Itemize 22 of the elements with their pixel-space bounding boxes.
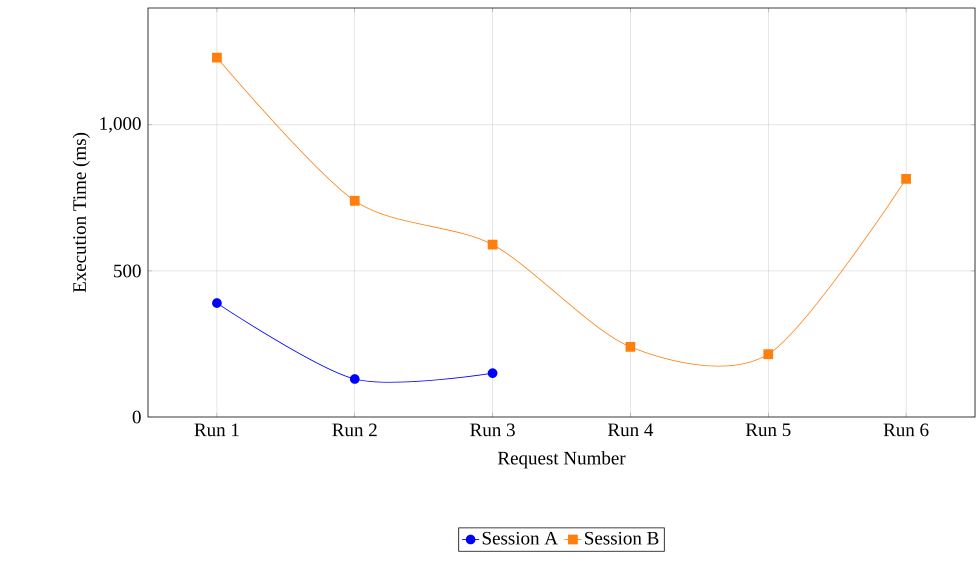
point (212, 298, 222, 308)
y-tick-label: 1,000 (100, 117, 141, 133)
point (488, 240, 498, 250)
point (350, 196, 360, 206)
x-tick-label: Run 2 (332, 424, 377, 436)
x-axis-title: Request Number (498, 451, 626, 468)
x-tick-label: Run 6 (884, 424, 928, 436)
x-tick-label: Run 4 (608, 424, 654, 436)
x-tick-label: Run 3 (470, 424, 515, 436)
point (212, 52, 222, 63)
x-tick-label: Run 1 (194, 424, 239, 436)
point (488, 368, 498, 378)
point (763, 349, 774, 360)
point (350, 374, 360, 384)
y-axis-title: Execution Time (ms) (72, 132, 90, 292)
point (626, 342, 636, 352)
legend-label: Session B (585, 532, 658, 545)
y-tick-label: 0 (132, 410, 141, 424)
x-tick-label: Run 5 (746, 424, 790, 436)
y-tick-label: 500 (114, 264, 141, 278)
point (901, 174, 911, 184)
legend-label: Session A (482, 532, 558, 545)
